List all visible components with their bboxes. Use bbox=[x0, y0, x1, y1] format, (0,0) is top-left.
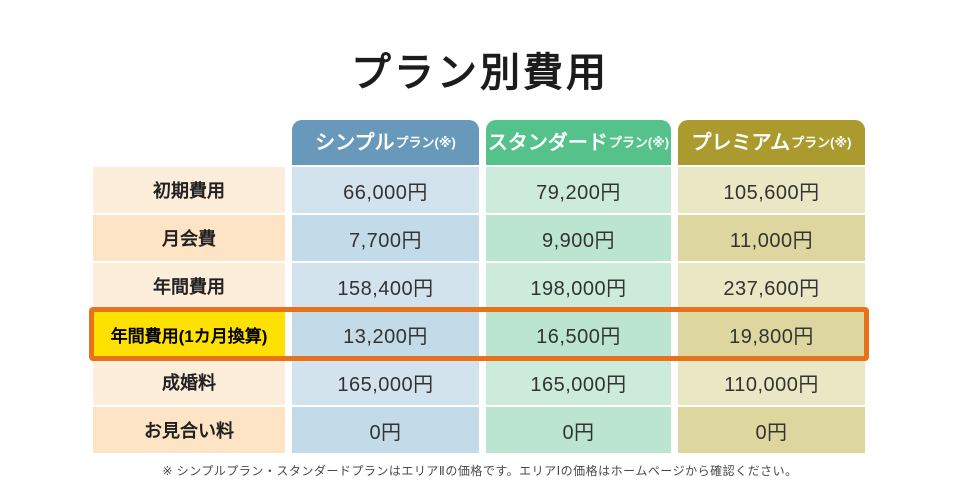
table-row: 成婚料 165,000円 165,000円 110,000円 bbox=[93, 359, 865, 405]
price-cell: 19,800円 bbox=[678, 311, 865, 357]
plan-header-standard: スタンダード プラン(※) bbox=[486, 120, 671, 165]
price-cell: 11,000円 bbox=[678, 215, 865, 261]
plan-suffix: プラン(※) bbox=[608, 135, 670, 150]
price-cell: 7,700円 bbox=[292, 215, 479, 261]
row-label-highlighted: 年間費用(1カ月換算) bbox=[93, 311, 285, 357]
price-cell: 13,200円 bbox=[292, 311, 479, 357]
price-cell: 66,000円 bbox=[292, 167, 479, 213]
price-cell: 79,200円 bbox=[486, 167, 671, 213]
plan-header-premium: プレミアム プラン(※) bbox=[678, 120, 865, 165]
price-cell: 198,000円 bbox=[486, 263, 671, 309]
row-label: 成婚料 bbox=[93, 359, 285, 405]
footnote: ※ シンプルプラン・スタンダードプランはエリアⅡの価格です。エリアⅠの価格はホー… bbox=[162, 464, 798, 478]
table-row: 年間費用 158,400円 198,000円 237,600円 bbox=[93, 263, 865, 309]
table-row: お見合い料 0円 0円 0円 bbox=[93, 407, 865, 453]
plan-suffix: プラン(※) bbox=[395, 135, 456, 150]
price-cell: 0円 bbox=[486, 407, 671, 453]
row-label: 月会費 bbox=[93, 215, 285, 261]
price-cell: 0円 bbox=[292, 407, 479, 453]
plan-header-simple: シンプル プラン(※) bbox=[292, 120, 479, 165]
plan-name: シンプル bbox=[315, 131, 395, 154]
header-spacer bbox=[93, 120, 285, 165]
plan-suffix: プラン(※) bbox=[791, 135, 852, 150]
price-cell: 105,600円 bbox=[678, 167, 865, 213]
row-label: 初期費用 bbox=[93, 167, 285, 213]
price-cell: 0円 bbox=[678, 407, 865, 453]
plan-name: プレミアム bbox=[691, 131, 791, 154]
row-label: お見合い料 bbox=[93, 407, 285, 453]
row-label: 年間費用 bbox=[93, 263, 285, 309]
plan-name: スタンダード bbox=[487, 131, 608, 154]
price-cell: 165,000円 bbox=[486, 359, 671, 405]
table-row: 初期費用 66,000円 79,200円 105,600円 bbox=[93, 167, 865, 213]
price-cell: 9,900円 bbox=[486, 215, 671, 261]
price-cell: 110,000円 bbox=[678, 359, 865, 405]
page-title: プラン別費用 bbox=[351, 51, 609, 95]
table-header-row: シンプル プラン(※) スタンダード プラン(※) プレミアム プラン(※) bbox=[93, 120, 865, 165]
price-cell: 158,400円 bbox=[292, 263, 479, 309]
price-cell: 165,000円 bbox=[292, 359, 479, 405]
price-cell: 237,600円 bbox=[678, 263, 865, 309]
plan-price-table: シンプル プラン(※) スタンダード プラン(※) プレミアム プラン(※) 初期費用… bbox=[89, 120, 869, 455]
table-row-highlighted: 年間費用(1カ月換算) 13,200円 16,500円 19,800円 bbox=[89, 307, 869, 361]
price-cell: 16,500円 bbox=[486, 311, 671, 357]
table-row: 月会費 7,700円 9,900円 11,000円 bbox=[93, 215, 865, 261]
